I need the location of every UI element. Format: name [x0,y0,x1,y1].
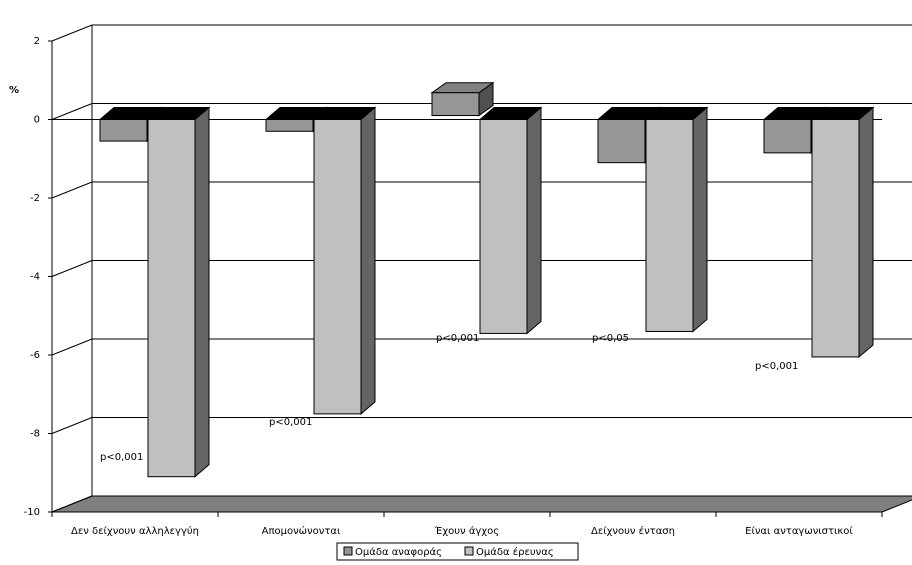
legend-swatch [343,546,353,556]
bar-reference-3 [596,106,661,164]
bar-reference-2 [430,81,495,117]
y-tick-label: 2 [34,36,40,47]
side-wall-line [51,417,93,434]
annotation-pvalue: p<0,001 [100,452,143,463]
bar-research-1-side [360,106,376,415]
bar-research-4 [810,106,875,359]
bar-research-0 [146,106,211,478]
bar-research-2-side [526,106,542,335]
bar-research-4-side [858,106,874,359]
x-tick-label: Έχουν άγχος [434,525,499,537]
bar-research-2-front [479,119,528,334]
bar-reference-4-front [763,119,812,154]
annotation-pvalue: p<0,05 [592,333,629,344]
y-tick-label: -4 [30,272,40,283]
bars [98,81,875,478]
bar-reference-0-front [99,119,148,142]
bar-reference-0 [98,106,163,143]
annotation-pvalue: p<0,001 [436,333,479,344]
y-tick-label: -2 [30,193,40,204]
side-wall-line [51,24,93,42]
y-axis-label: % [9,85,19,96]
legend-box [336,542,579,561]
labels: 2 0 -2 -4 -6 -8 -10 Δεν δείχνουν αλληλεγγύη Απομ… [24,36,854,537]
bar-research-0-front [147,119,196,478]
x-tick-label: Απομονώνονται [262,525,341,537]
bar-reference-3-front [597,119,646,164]
bar-research-2 [478,106,543,335]
legend: Ομάδα αναφοράς Ομάδα έρευνας [336,542,579,561]
y-tick-label: -8 [30,429,40,440]
annotation-pvalue: p<0,001 [269,417,312,428]
bar-research-1-front [313,119,362,415]
side-wall-line [51,495,93,513]
annotation-pvalue: p<0,001 [755,361,798,372]
legend-label: Ομάδα αναφοράς [355,546,442,558]
bar-research-1 [312,106,377,415]
y-tick-label: 0 [34,115,40,126]
bar-research-3 [644,106,709,333]
bar-reference-1-front [265,119,314,132]
x-tick-label: Είναι ανταγωνιστικοί [745,525,853,537]
bar-research-0-side [194,106,210,478]
x-tick-label: Δεν δείχνουν αλληλεγγύη [71,525,199,537]
side-wall-line [51,338,93,356]
y-tick-label: -10 [24,507,40,518]
side-wall-line [51,181,93,199]
legend-swatch [464,546,474,556]
bar-research-3-side [692,106,708,333]
side-wall-line [51,103,93,120]
bar-reference-2-front [431,92,480,116]
floor-plane [51,495,912,513]
chart-floor [51,495,912,513]
side-wall-line [51,260,93,277]
y-tick-label: -6 [30,350,40,361]
bar-research-4-front [811,119,860,358]
x-tick-label: Δείχνουν ένταση [591,525,675,537]
legend-label: Ομάδα έρευνας [476,546,554,558]
bar-research-3-front [645,119,694,332]
